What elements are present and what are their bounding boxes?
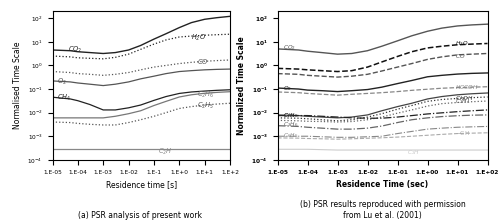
Text: $H_2O$: $H_2O$	[454, 39, 468, 48]
Text: $C_2H_6$: $C_2H_6$	[197, 89, 214, 99]
Text: $HCCOH$: $HCCOH$	[454, 83, 478, 91]
Text: $C_2H_5$: $C_2H_5$	[197, 101, 214, 111]
Text: $C_2H$: $C_2H$	[406, 148, 420, 157]
Text: $CO_2$: $CO_2$	[68, 45, 82, 55]
Text: (b) PSR results reproduced with permission
from Lu et al. (2001): (b) PSR results reproduced with permissi…	[300, 200, 466, 220]
Text: $O_2$: $O_2$	[57, 77, 66, 87]
Text: $C_3H_6$: $C_3H_6$	[283, 121, 298, 129]
Text: $CH_4$: $CH_4$	[57, 93, 71, 103]
Text: $CO$: $CO$	[454, 52, 465, 60]
Text: $CH_4$: $CH_4$	[283, 111, 296, 120]
X-axis label: Residence time [s]: Residence time [s]	[106, 180, 177, 189]
Y-axis label: Normalized Time Scale: Normalized Time Scale	[237, 36, 246, 135]
Text: $C_6H_6$: $C_6H_6$	[283, 111, 298, 120]
Text: $CO$: $CO$	[197, 57, 208, 66]
Text: $CO_2$: $CO_2$	[283, 44, 296, 52]
Text: $H_2O$: $H_2O$	[192, 33, 206, 44]
X-axis label: Residence Time (sec): Residence Time (sec)	[336, 180, 428, 189]
Text: $\mathsf{-CH}$: $\mathsf{-CH}$	[454, 129, 469, 137]
Text: $O_2$: $O_2$	[283, 85, 292, 93]
Y-axis label: Normalised Time Scale: Normalised Time Scale	[13, 42, 22, 129]
Text: $ChOH$: $ChOH$	[454, 94, 473, 102]
Text: $C_6H_5$: $C_6H_5$	[283, 131, 298, 140]
Text: $C_2H$: $C_2H$	[158, 147, 173, 157]
Text: (a) PSR analysis of present work: (a) PSR analysis of present work	[78, 211, 202, 220]
Text: $C_2H_4$: $C_2H_4$	[454, 97, 470, 106]
